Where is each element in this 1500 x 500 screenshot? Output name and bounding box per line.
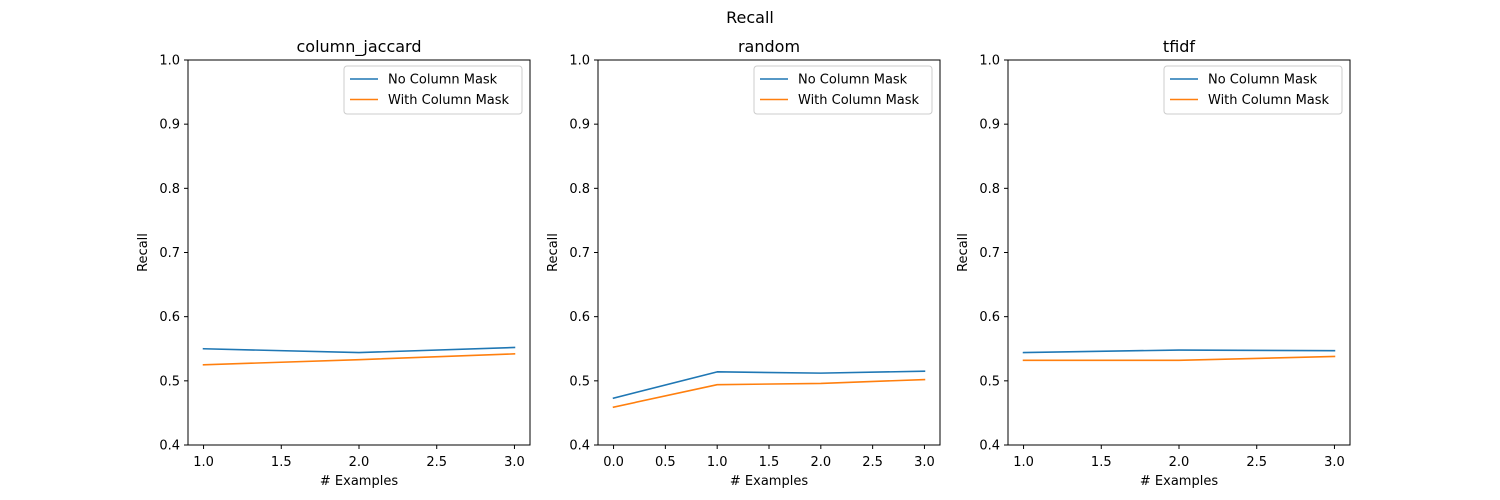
- x-tick-label: 2.0: [1169, 455, 1190, 470]
- x-tick-label: 1.5: [1091, 455, 1112, 470]
- x-tick-label: 2.0: [349, 455, 370, 470]
- legend-entry-label: With Column Mask: [798, 93, 920, 108]
- x-tick-label: 2.0: [810, 455, 831, 470]
- legend: No Column Mask With Column Mask: [1163, 65, 1343, 115]
- axes-frame: [187, 59, 531, 446]
- subplots-container: column_jaccard 0.4 0.5 0.6 0.7 0.8 0.9 1.0 1.0 1.…: [136, 37, 1351, 489]
- legend-box: [1163, 65, 1343, 115]
- subplot-tfidf: tfidf 0.4 0.5 0.6 0.7 0.8 0.9 1.0 1.0 1.5 2.0 2.5 3.…: [956, 37, 1351, 489]
- axes-frame: [1007, 59, 1351, 446]
- figure-title: Recall: [726, 8, 774, 27]
- legend: No Column Mask With Column Mask: [343, 65, 523, 115]
- subplot-title: random: [738, 37, 800, 56]
- legend-entry-label: No Column Mask: [1208, 73, 1318, 88]
- series-line-no-column-mask: [612, 370, 926, 400]
- y-tick-label: 0.4: [979, 439, 1000, 454]
- x-tick-label: 0.0: [603, 455, 624, 470]
- x-tick-label: 2.5: [426, 455, 447, 470]
- y-tick-label: 0.5: [979, 374, 1000, 389]
- legend-entry-label: With Column Mask: [388, 93, 510, 108]
- y-tick-label: 0.6: [979, 310, 1000, 325]
- series-line-with-column-mask: [1022, 355, 1336, 362]
- x-tick-label: 1.5: [759, 455, 780, 470]
- x-tick-label: 1.0: [193, 455, 214, 470]
- x-axis-label: # Examples: [320, 474, 398, 489]
- series-line-with-column-mask: [202, 353, 516, 366]
- series-line-no-column-mask: [202, 346, 516, 354]
- series-line-no-column-mask: [1022, 349, 1336, 354]
- y-tick-label: 0.8: [569, 182, 590, 197]
- x-axis-label: # Examples: [1140, 474, 1218, 489]
- x-tick-label: 2.5: [1246, 455, 1267, 470]
- axes-frame: [597, 59, 941, 446]
- x-tick-label: 1.0: [707, 455, 728, 470]
- y-tick-label: 0.8: [159, 182, 180, 197]
- y-tick-label: 0.6: [159, 310, 180, 325]
- y-axis-label: Recall: [956, 233, 971, 272]
- y-axis-label: Recall: [136, 233, 151, 272]
- subplot-title: column_jaccard: [297, 37, 422, 57]
- y-tick-label: 0.9: [979, 118, 1000, 133]
- legend-box: [753, 65, 933, 115]
- x-tick-label: 1.0: [1013, 455, 1034, 470]
- subplot-title: tfidf: [1163, 37, 1196, 56]
- y-tick-label: 0.7: [979, 246, 1000, 261]
- y-tick-label: 1.0: [569, 54, 590, 69]
- y-tick-label: 0.7: [159, 246, 180, 261]
- y-axis-label: Recall: [546, 233, 561, 272]
- subplot-column-jaccard: column_jaccard 0.4 0.5 0.6 0.7 0.8 0.9 1.0 1.0 1.…: [136, 37, 531, 489]
- legend-entry-label: No Column Mask: [798, 73, 908, 88]
- y-tick-label: 0.9: [159, 118, 180, 133]
- y-tick-label: 0.9: [569, 118, 590, 133]
- y-tick-label: 0.5: [159, 374, 180, 389]
- legend-box: [343, 65, 523, 115]
- legend-entry-label: With Column Mask: [1208, 93, 1330, 108]
- y-tick-label: 0.4: [569, 439, 590, 454]
- y-tick-label: 0.6: [569, 310, 590, 325]
- x-tick-label: 1.5: [271, 455, 292, 470]
- x-axis-label: # Examples: [730, 474, 808, 489]
- x-tick-label: 3.0: [914, 455, 935, 470]
- y-tick-label: 0.8: [979, 182, 1000, 197]
- legend-entry-label: No Column Mask: [388, 73, 498, 88]
- series-line-with-column-mask: [612, 378, 926, 409]
- subplot-random: random 0.4 0.5 0.6 0.7 0.8 0.9 1.0 0.0 0.5 1.0 1.5 2…: [546, 37, 941, 489]
- x-tick-label: 3.0: [504, 455, 525, 470]
- y-tick-label: 1.0: [159, 54, 180, 69]
- x-tick-label: 3.0: [1324, 455, 1345, 470]
- legend: No Column Mask With Column Mask: [753, 65, 933, 115]
- y-tick-label: 0.7: [569, 246, 590, 261]
- x-tick-label: 2.5: [862, 455, 883, 470]
- y-tick-label: 1.0: [979, 54, 1000, 69]
- y-tick-label: 0.5: [569, 374, 590, 389]
- x-tick-label: 0.5: [655, 455, 676, 470]
- y-tick-label: 0.4: [159, 439, 180, 454]
